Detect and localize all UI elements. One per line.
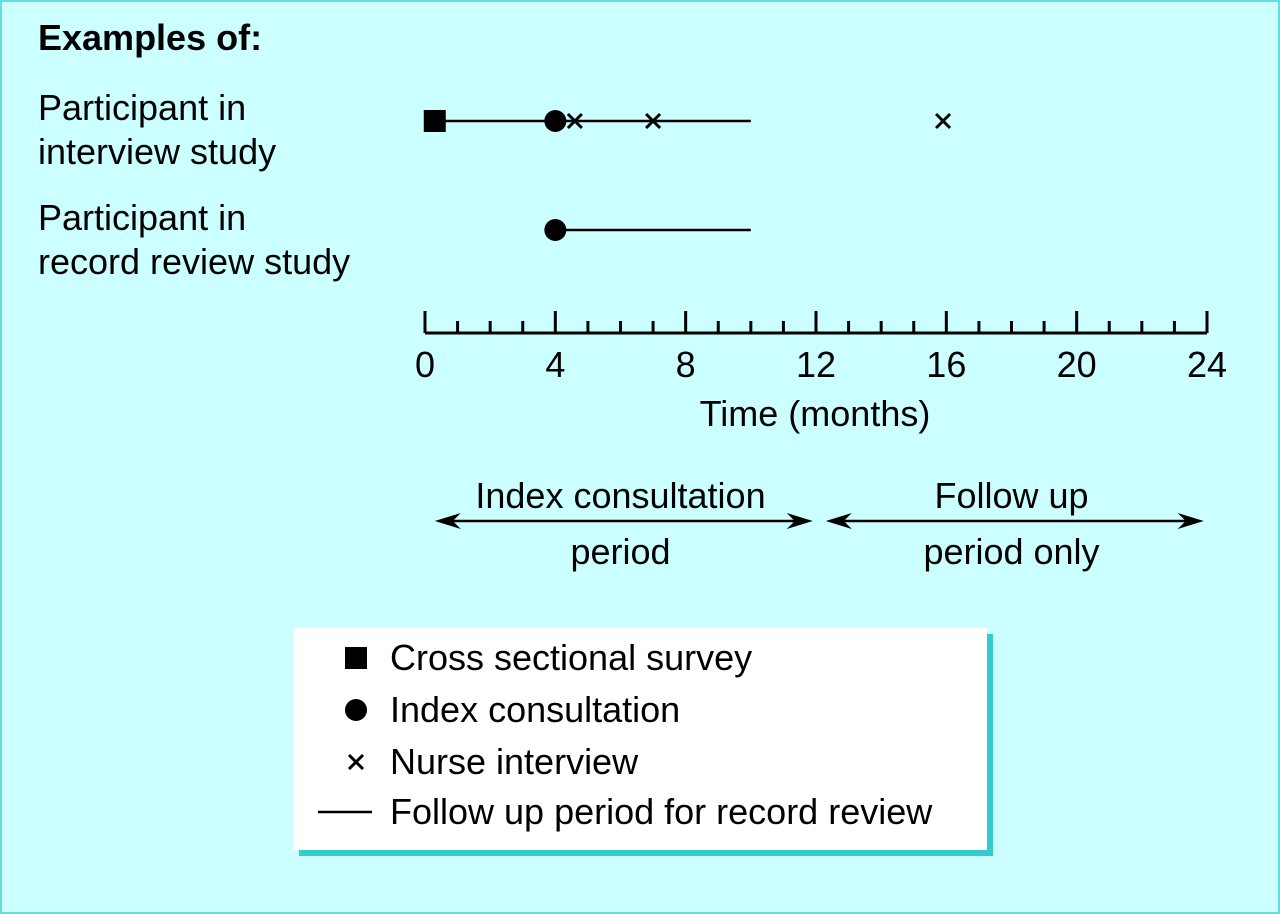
row-2-label-line-2: record review study <box>38 241 350 282</box>
legend-label: Index consultation <box>390 689 680 730</box>
legend-cross-icon <box>347 753 365 771</box>
period-1-arrowhead-right <box>786 513 813 529</box>
legend-cross-icon-stroke-b <box>347 753 365 771</box>
axis-tick-label: 0 <box>415 344 435 385</box>
period-1-arrowhead-left <box>434 513 461 529</box>
legend-label: Cross sectional survey <box>390 637 752 678</box>
row-1-nurse-interview-cross-2-stroke-b <box>645 112 662 130</box>
period-1-label-line-1: Index consultation <box>475 475 765 516</box>
period-2-arrowhead-right <box>1177 513 1204 529</box>
period-2-arrowhead-left <box>825 513 852 529</box>
row-1-survey-square-1 <box>423 110 446 132</box>
timeline-marks <box>423 110 952 241</box>
axis-tick-label: 20 <box>1057 344 1097 385</box>
row-1-nurse-interview-cross-1 <box>566 112 583 130</box>
row-2-label-line-1: Participant in <box>38 197 246 238</box>
row-1-label-line-2: interview study <box>38 131 276 172</box>
legend: Cross sectional survey Index consultation… <box>318 637 933 832</box>
axis-tick-label: 16 <box>926 344 966 385</box>
row-2-consultation-circle-1 <box>544 219 567 241</box>
legend-label: Follow up period for record review <box>390 791 933 832</box>
row-1-nurse-interview-cross-2 <box>645 112 662 130</box>
heading: Examples of: <box>38 17 262 58</box>
legend-circle-icon <box>345 699 367 721</box>
row-1-nurse-interview-cross-3-stroke-b <box>935 112 952 130</box>
row-1-nurse-interview-cross-3 <box>935 112 952 130</box>
time-axis: 0 4 8 12 16 20 24 <box>415 311 1227 385</box>
period-arrows: Index consultation period Follow up period … <box>434 475 1204 572</box>
period-1: Index consultation period <box>434 475 813 572</box>
axis-tick-label: 12 <box>796 344 836 385</box>
row-1-nurse-interview-cross-1-stroke-b <box>566 112 583 130</box>
legend-square-icon <box>345 647 367 669</box>
period-2-label-line-1: Follow up <box>934 475 1088 516</box>
legend-item-cross: Nurse interview <box>347 741 639 782</box>
legend-item-circle: Index consultation <box>345 689 680 730</box>
period-1-label-line-2: period <box>570 531 670 572</box>
legend-label: Nurse interview <box>390 741 639 782</box>
axis-tick-label: 8 <box>676 344 696 385</box>
axis-tick-label: 24 <box>1187 344 1227 385</box>
row-1-label-line-1: Participant in <box>38 87 246 128</box>
legend-item-line: Follow up period for record review <box>318 791 933 832</box>
row-1-consultation-circle-1 <box>544 110 567 132</box>
axis-tick-label: 4 <box>545 344 565 385</box>
period-2-label-line-2: period only <box>923 531 1099 572</box>
period-2: Follow up period only <box>825 475 1204 572</box>
legend-item-square: Cross sectional survey <box>345 637 752 678</box>
legend-box <box>293 628 987 850</box>
axis-label: Time (months) <box>700 393 931 434</box>
